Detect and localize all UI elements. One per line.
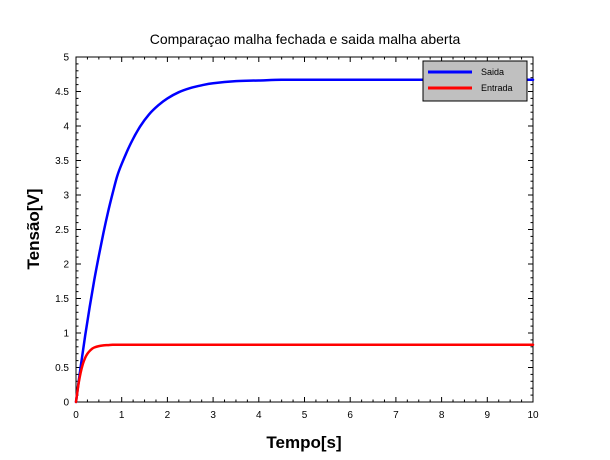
y-tick-label: 2 — [63, 260, 69, 271]
y-tick-label: 0 — [63, 398, 69, 409]
x-tick-label: 9 — [485, 410, 491, 421]
x-tick-label: 5 — [302, 410, 308, 421]
legend-label-saida: Saida — [481, 67, 504, 77]
y-tick-label: 4 — [63, 122, 69, 133]
legend-label-entrada: Entrada — [481, 83, 513, 93]
x-tick-label: 3 — [210, 410, 216, 421]
x-tick-label: 4 — [256, 410, 262, 421]
y-axis-label: Tensão[V] — [24, 189, 43, 270]
y-tick-label: 2.5 — [55, 225, 69, 236]
x-tick-label: 0 — [73, 410, 79, 421]
y-tick-label: 3.5 — [55, 156, 69, 167]
y-tick-label: 1 — [63, 329, 69, 340]
plot-area — [75, 56, 534, 403]
x-tick-label: 1 — [119, 410, 125, 421]
legend: Saida Entrada — [422, 60, 528, 102]
x-axis-ticks: 0 1 2 3 4 5 6 7 8 9 10 — [73, 57, 539, 421]
y-tick-label: 3 — [63, 191, 69, 202]
x-tick-label: 7 — [393, 410, 399, 421]
x-axis-label: Tempo[s] — [266, 433, 341, 452]
y-tick-label: 0.5 — [55, 363, 69, 374]
y-tick-label: 5 — [63, 53, 69, 64]
series-line-entrada — [74, 343, 535, 404]
plot-frame — [75, 56, 534, 403]
chart-title: Comparaçao malha fechada e saida malha a… — [150, 31, 461, 47]
x-tick-label: 8 — [439, 410, 445, 421]
y-tick-label: 1.5 — [55, 294, 69, 305]
series-layer — [74, 78, 535, 404]
x-tick-label: 6 — [347, 410, 353, 421]
series-line-saida — [74, 78, 535, 404]
legend-box — [422, 60, 528, 102]
y-tick-label: 4.5 — [55, 87, 69, 98]
x-tick-label: 10 — [527, 410, 539, 421]
x-tick-label: 2 — [165, 410, 171, 421]
y-axis-ticks: 0 0.5 1 1.5 2 2.5 3 3.5 4 4.5 5 — [55, 53, 533, 409]
